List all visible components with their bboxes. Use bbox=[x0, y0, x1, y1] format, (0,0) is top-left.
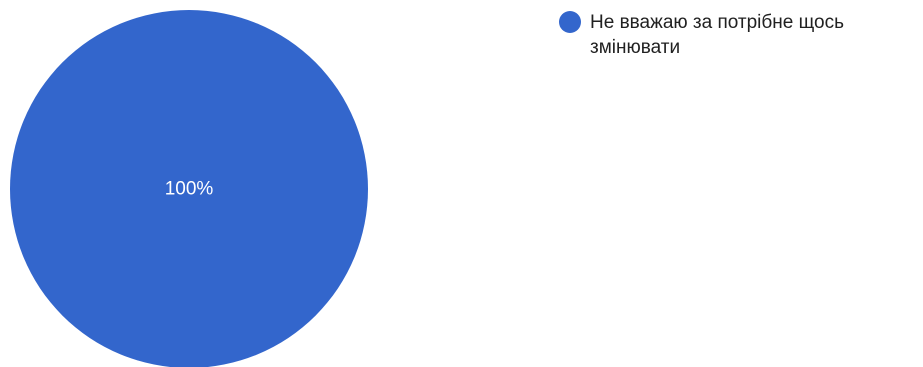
pie-chart: 100% bbox=[10, 10, 368, 367]
pie-slice[interactable] bbox=[10, 10, 368, 367]
legend-item[interactable]: Не вважаю за потрібне щось змінювати bbox=[559, 10, 919, 60]
legend-swatch-icon bbox=[559, 11, 581, 33]
legend-label: Не вважаю за потрібне щось змінювати bbox=[590, 12, 845, 58]
legend: Не вважаю за потрібне щось змінювати bbox=[559, 10, 919, 60]
slice-label: 100% bbox=[165, 179, 214, 200]
